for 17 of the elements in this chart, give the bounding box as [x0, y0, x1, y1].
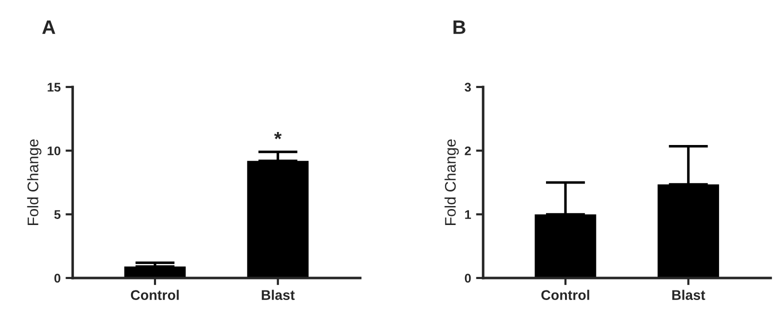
annotation: *: [274, 132, 282, 140]
y-axis-title: Fold Change: [27, 139, 42, 225]
x-tick-label: Control: [130, 290, 179, 300]
y-tick-label: 10: [48, 146, 60, 156]
y-tick-label: 1: [465, 210, 471, 219]
x-tick-label: Control: [541, 290, 590, 300]
y-tick-label: 2: [464, 146, 471, 156]
y-tick-label: 3: [464, 82, 471, 92]
y-tick-label: 0: [54, 274, 60, 283]
y-tick-label: 0: [464, 274, 471, 283]
chart-title: B: [454, 20, 466, 34]
y-tick-label: 5: [54, 210, 61, 219]
chart-title: A: [42, 20, 56, 34]
y-axis-title: Fold Change: [444, 139, 459, 225]
x-tick-label: Blast: [672, 290, 706, 300]
y-tick-label: 15: [48, 82, 61, 92]
x-tick-label: Blast: [262, 290, 295, 300]
